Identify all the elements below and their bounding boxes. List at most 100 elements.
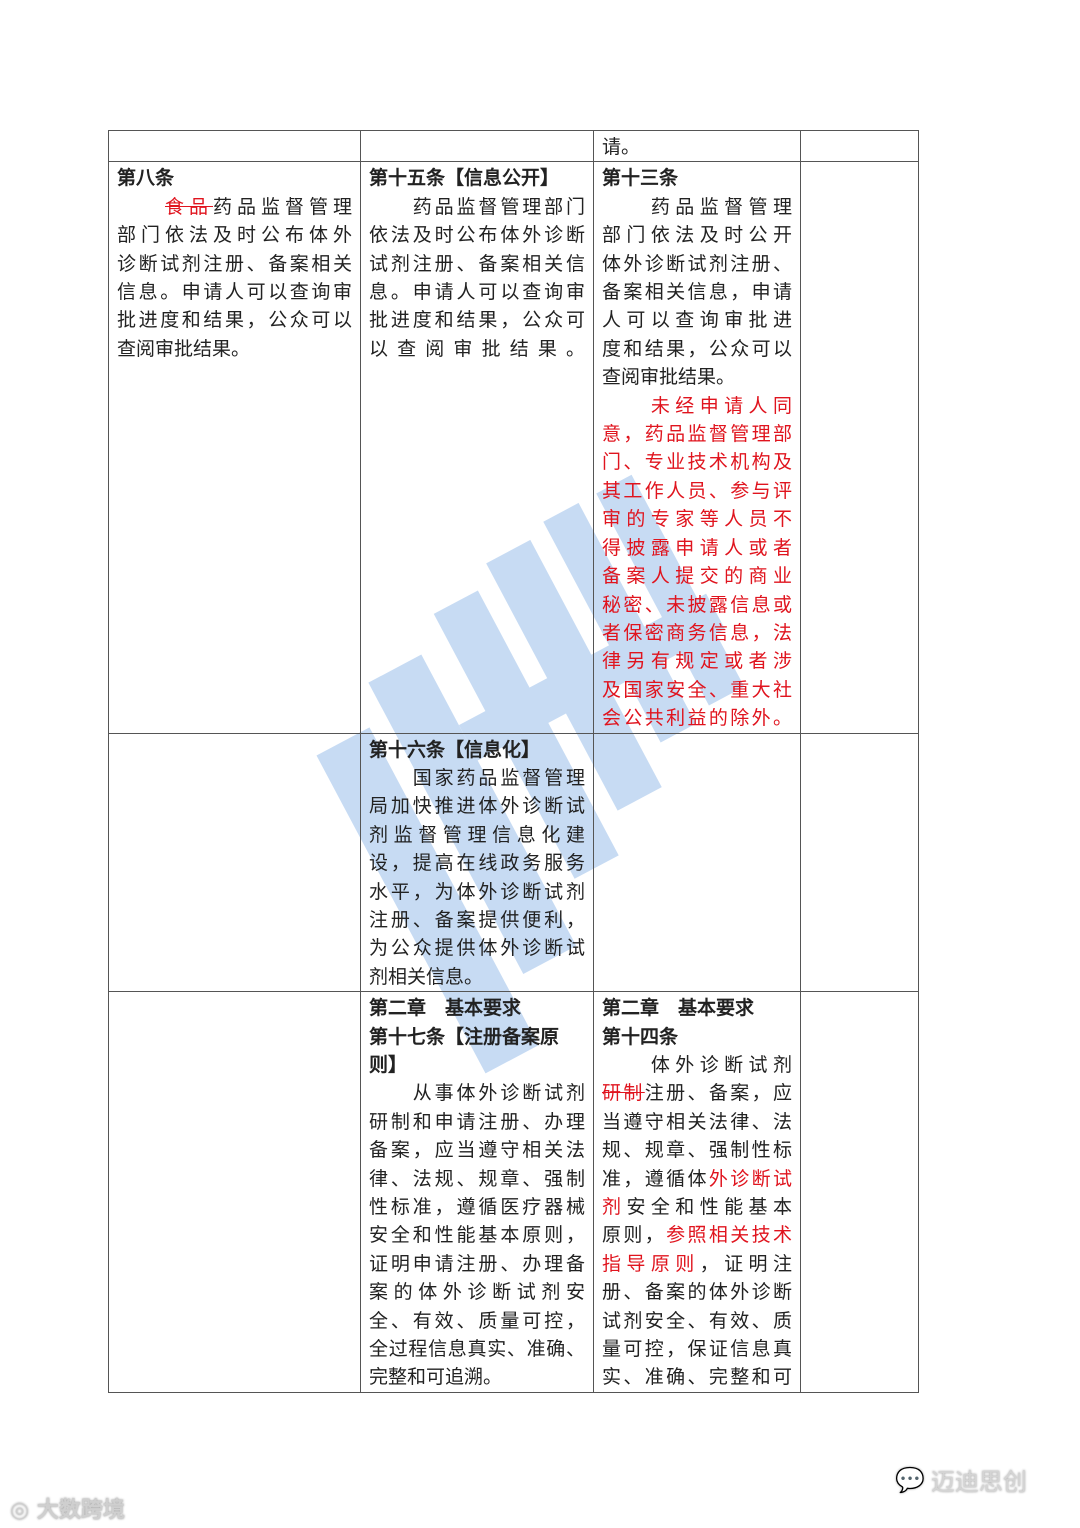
added-text: 备案人提交的商业 <box>602 565 792 588</box>
text-segment: ，证明注 <box>699 1252 792 1275</box>
added-text: 律另有规定或者涉 <box>602 650 792 673</box>
text-line: 人可以查询审批进 <box>602 306 792 334</box>
added-text: 会公共利益的除外。 <box>602 707 792 730</box>
text-segment: 实、准确、完整和可 <box>602 1366 792 1389</box>
text-line: 试剂注册、备案相关信 <box>369 250 585 278</box>
article-heading: 第十七条【注册备案原 <box>369 1025 560 1048</box>
text-segment: 注册、备案，应 <box>644 1082 792 1105</box>
text-line: 设，提高在线政务服务 <box>369 849 585 877</box>
added-text: 指导原则 <box>602 1252 700 1275</box>
table-cell: 第十三条 药品监督管理 部门依法及时公开体外诊断试剂注册、备案相关信息，申请 人可以… <box>593 161 801 734</box>
text-segment: 全过程信息真实、准确、 <box>369 1338 585 1361</box>
table-cell <box>108 732 361 993</box>
text-line: 剂监督管理信息化建 <box>369 821 585 849</box>
text-line: 度和结果，公众可以 <box>602 335 792 363</box>
text-segment: 试剂安全、有效、质 <box>602 1309 792 1332</box>
text-segment: 药品监督管理 <box>602 195 792 218</box>
footer-left-logo: ◎ 大数跨境 <box>10 1498 125 1523</box>
text-line: 息。申请人可以查询审 <box>369 278 585 306</box>
added-text: 得披露申请人或者 <box>602 536 792 559</box>
text-line: 完整和可追溯。 <box>369 1363 585 1391</box>
text-line: 诊断试剂注册、备案相关 <box>117 250 352 278</box>
text-segment: 剂监督管理信息化建 <box>369 823 585 846</box>
text-segment: 册、备案的体外诊断 <box>602 1281 792 1304</box>
article-heading: 第二章 基本要求 <box>602 997 755 1020</box>
text-line: 当遵守相关法律、法 <box>602 1108 792 1136</box>
text-segment: 安全和性能基本 <box>626 1196 792 1219</box>
text-segment: 诊断试剂注册、备案相关 <box>117 252 352 275</box>
text-line: 查阅审批结果。 <box>117 335 352 363</box>
text-line: 性标准，遵循医疗器械 <box>369 1193 585 1221</box>
text-line: 规、规章、强制性标 <box>602 1136 792 1164</box>
text-segment: 全、有效、质量可控， <box>369 1309 585 1332</box>
table-cell <box>108 991 361 1393</box>
text-line: 未经申请人同 <box>602 392 792 420</box>
text-segment: 度和结果，公众可以 <box>602 337 792 360</box>
text-segment: 案的体外诊断试剂安 <box>369 1281 585 1304</box>
text-line: 指导原则，证明注 <box>602 1250 792 1278</box>
text-segment: 准，遵循体 <box>602 1167 709 1190</box>
text-line: 药品监督管理部门 <box>369 193 585 221</box>
deleted-text: 研制 <box>602 1082 645 1105</box>
table-cell: 请。 <box>593 129 801 163</box>
text-segment: 量可控，保证信息真 <box>602 1338 792 1361</box>
text-line: 注册、备案提供便利， <box>369 906 585 934</box>
text-segment: 部门依法及时公开 <box>602 224 792 247</box>
article-heading: 第十五条【信息公开】 <box>369 167 560 190</box>
text-segment: 律、法规、规章、强制 <box>369 1167 585 1190</box>
text-segment: 证明申请注册、办理备 <box>369 1252 585 1275</box>
text-segment: 研制和申请注册、办理 <box>369 1110 585 1133</box>
text-segment: 从事体外诊断试剂 <box>369 1082 585 1105</box>
added-text: 未经申请人同 <box>602 394 792 417</box>
text-segment: 批进度和结果，公众可 <box>369 309 585 332</box>
article-heading: 第十四条 <box>602 1025 679 1048</box>
text-line: 全过程信息真实、准确、 <box>369 1335 585 1363</box>
text-segment: 息。申请人可以查询审 <box>369 281 585 304</box>
table-cell: 第二章 基本要求 第十四条 体外诊断试剂 研制注册、备案，应当遵守相关法律、法规、规… <box>593 991 801 1393</box>
text-line: 研制和申请注册、办理 <box>369 1108 585 1136</box>
text-line: 备案相关信息，申请 <box>602 278 792 306</box>
text-line: 会公共利益的除外。 <box>602 704 792 732</box>
table-cell: 第十五条【信息公开】 药品监督管理部门依法及时公布体外诊断试剂注册、备案相关信息… <box>360 161 594 734</box>
text-segment: 备案相关信息，申请 <box>602 281 792 304</box>
text-line: 备案，应当遵守相关法 <box>369 1136 585 1164</box>
added-text: 参照相关技术 <box>666 1224 792 1247</box>
text-line: 从事体外诊断试剂 <box>369 1079 585 1107</box>
wechat-icon: 💬 <box>895 1465 925 1494</box>
text-line: 准，遵循体外诊断试 <box>602 1165 792 1193</box>
weibo-icon: ◎ <box>10 1498 30 1523</box>
text-line: 请。 <box>602 133 792 161</box>
text-line: 以查阅审批结果。 <box>369 335 585 363</box>
text-line: 及国家安全、重大社 <box>602 676 792 704</box>
text-segment: 安全和性能基本原则， <box>369 1224 585 1247</box>
text-line: 体外诊断试剂注册、 <box>602 250 792 278</box>
text-line: 批进度和结果，公众可以 <box>117 306 352 334</box>
text-line: 得披露申请人或者 <box>602 534 792 562</box>
text-segment: 备案，应当遵守相关法 <box>369 1139 585 1162</box>
table-row: 请。 <box>108 129 919 163</box>
text-line: 药品监督管理 <box>602 193 792 221</box>
deleted-text: 食品 <box>165 195 213 218</box>
text-segment: 水平，为体外诊断试剂 <box>369 880 585 903</box>
text-segment: 查阅审批结果。 <box>602 366 736 389</box>
text-line: 案的体外诊断试剂安 <box>369 1278 585 1306</box>
text-line: 原则，参照相关技术 <box>602 1221 792 1249</box>
text-segment: 设，提高在线政务服务 <box>369 852 585 875</box>
text-line: 其工作人员、参与评 <box>602 477 792 505</box>
table-cell: 第八条 食品药品监督管理 部门依法及时公布体外 诊断试剂注册、备案相关 信息。申请人可… <box>108 161 361 734</box>
text-segment <box>117 196 165 218</box>
text-line: 信息。申请人可以查询审 <box>117 278 352 306</box>
text-segment: 体外诊断试剂 <box>602 1054 792 1076</box>
text-segment: 国家药品监督管理 <box>369 766 585 789</box>
article-heading: 第十三条 <box>602 167 679 190</box>
text-line: 全、有效、质量可控， <box>369 1307 585 1335</box>
table-cell <box>108 129 361 163</box>
article-heading: 第八条 <box>117 167 175 190</box>
text-line: 剂相关信息。 <box>369 963 585 991</box>
text-segment: 当遵守相关法律、法 <box>602 1110 792 1133</box>
text-segment: 依法及时公布体外诊断 <box>369 224 585 247</box>
text-line: 为公众提供体外诊断试 <box>369 934 585 962</box>
added-text: 剂 <box>602 1196 627 1219</box>
text-line: 食品药品监督管理 <box>117 193 352 221</box>
added-text: 及国家安全、重大社 <box>602 678 792 701</box>
